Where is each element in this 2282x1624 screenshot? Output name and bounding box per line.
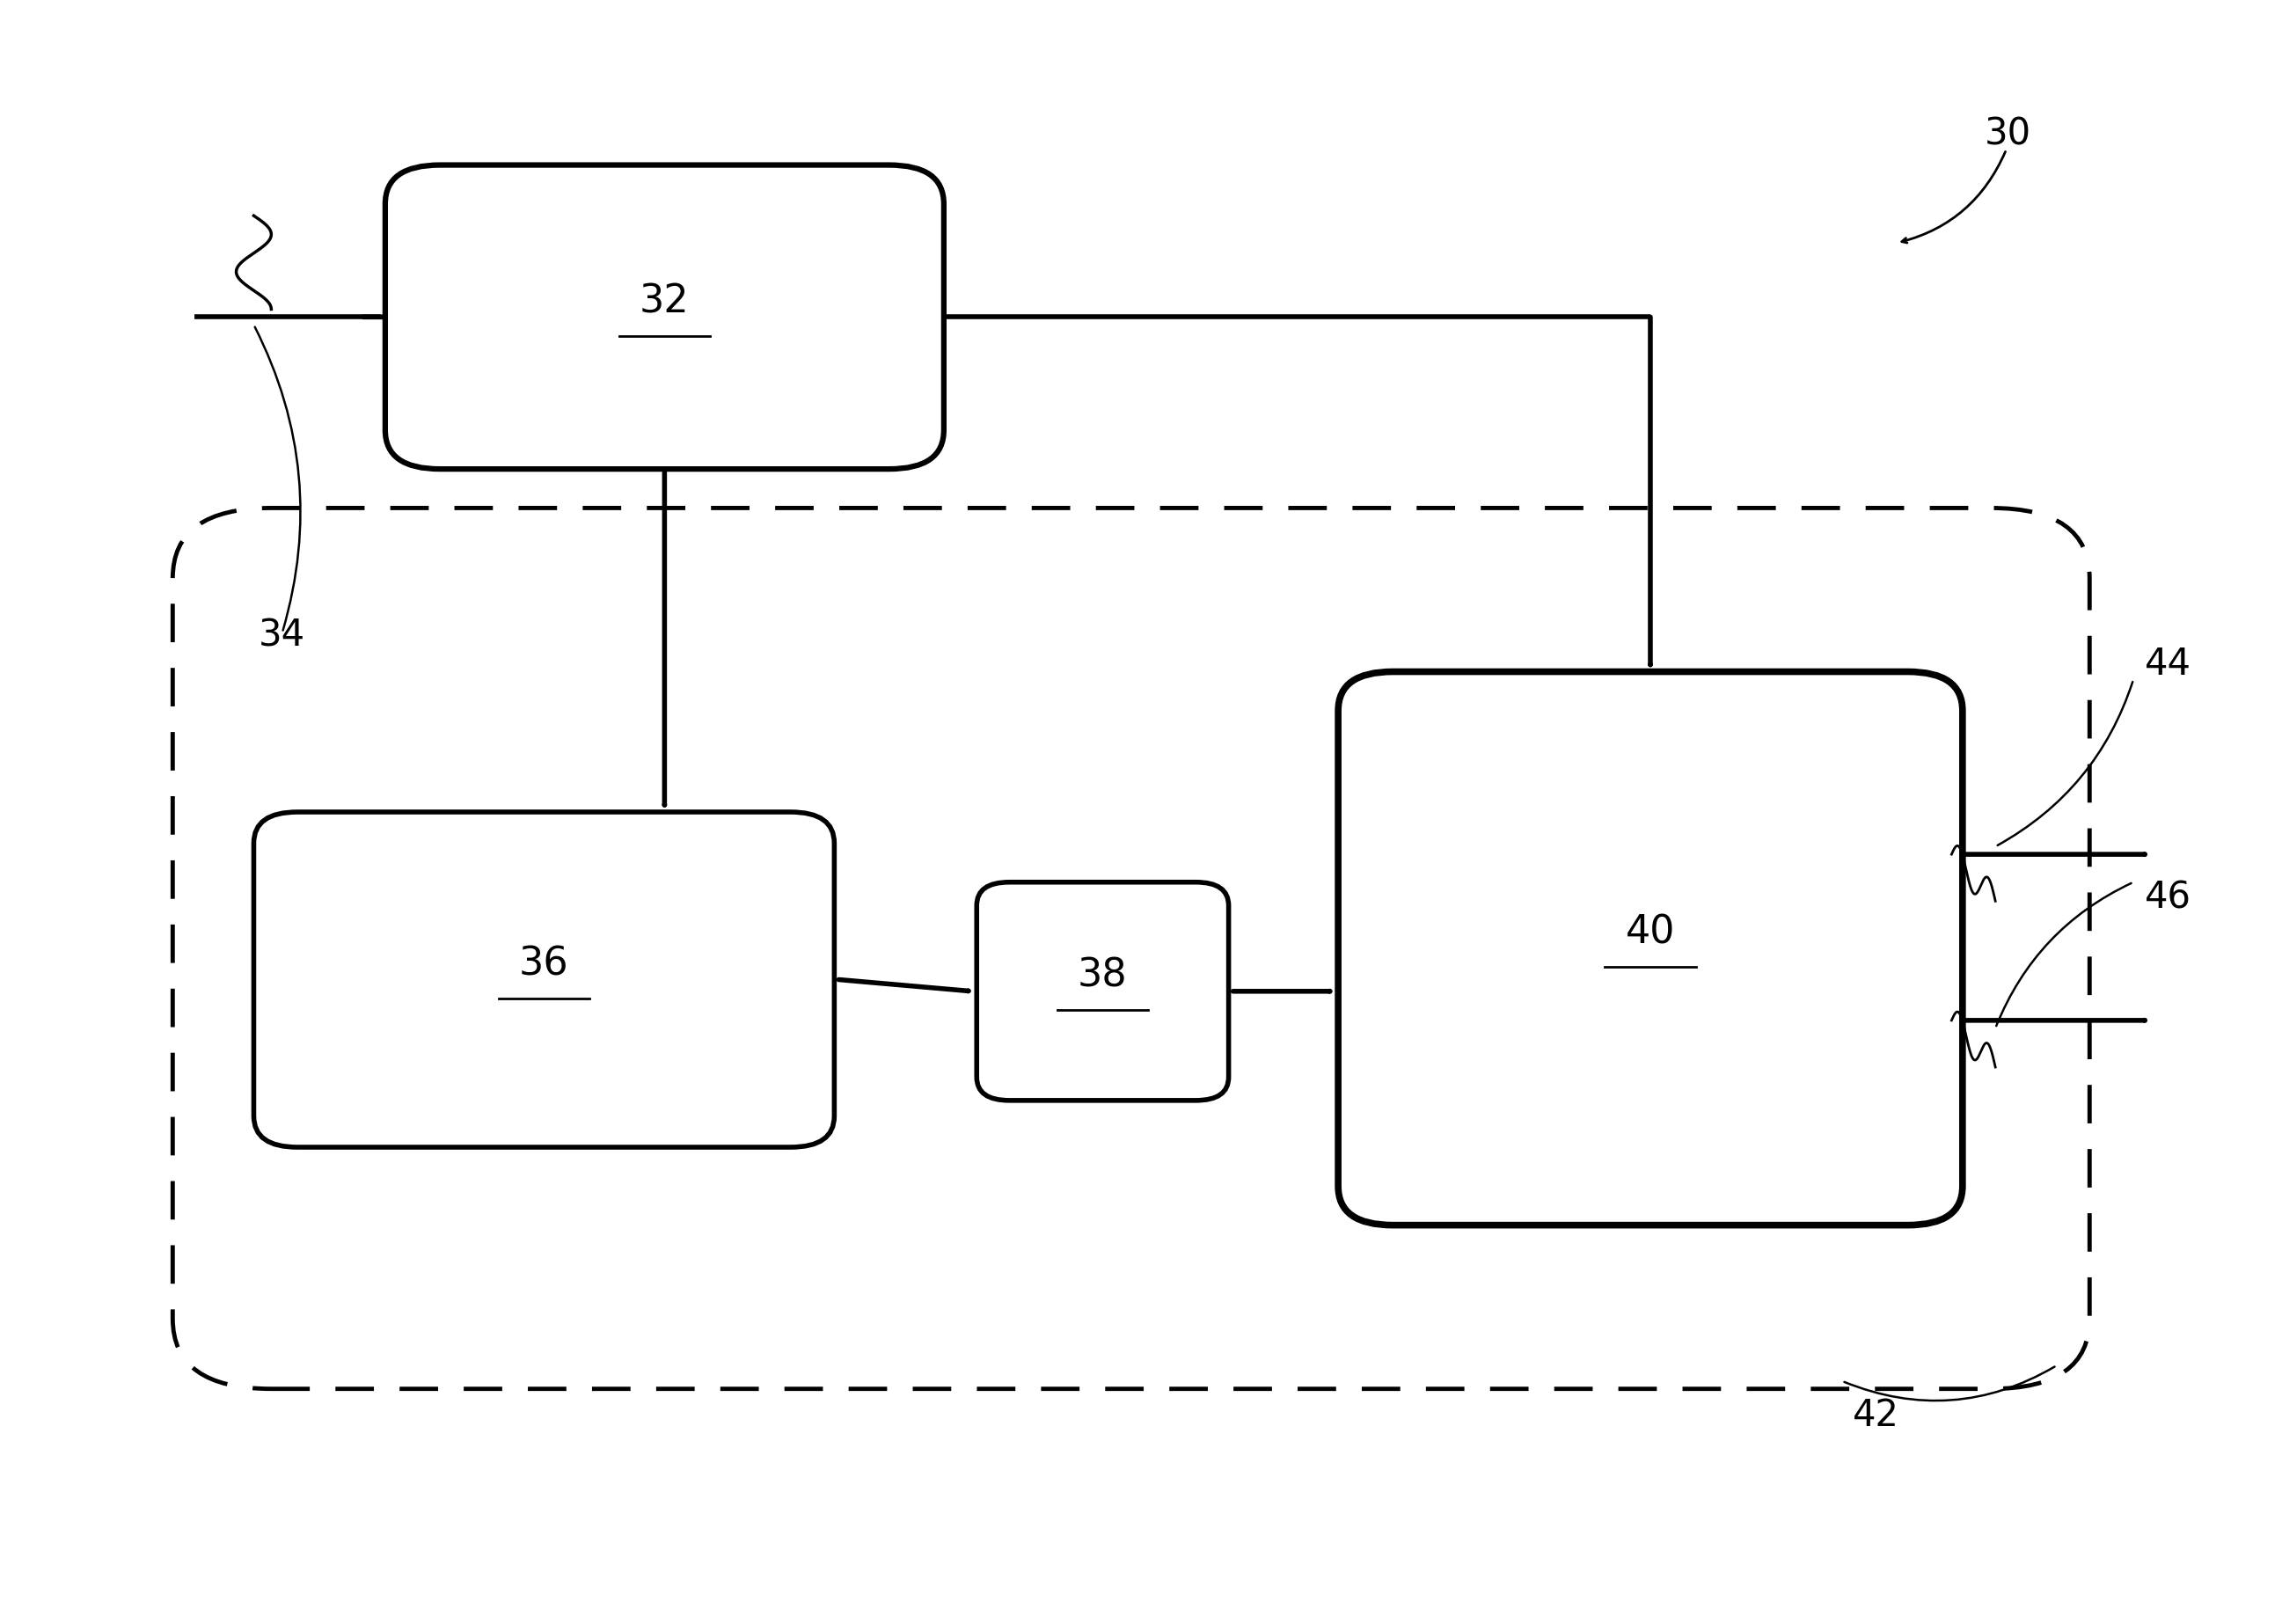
Text: 46: 46: [2145, 879, 2191, 916]
FancyBboxPatch shape: [1337, 672, 1963, 1224]
Text: 42: 42: [1853, 1397, 1899, 1434]
Text: 44: 44: [2145, 645, 2191, 682]
FancyBboxPatch shape: [386, 166, 945, 469]
FancyBboxPatch shape: [977, 882, 1228, 1101]
Text: 32: 32: [639, 283, 689, 320]
Text: 34: 34: [258, 617, 306, 654]
Text: 36: 36: [518, 945, 568, 983]
Text: 30: 30: [1985, 115, 2031, 153]
FancyBboxPatch shape: [253, 812, 835, 1147]
Text: 38: 38: [1077, 957, 1127, 994]
Text: 40: 40: [1625, 914, 1675, 952]
